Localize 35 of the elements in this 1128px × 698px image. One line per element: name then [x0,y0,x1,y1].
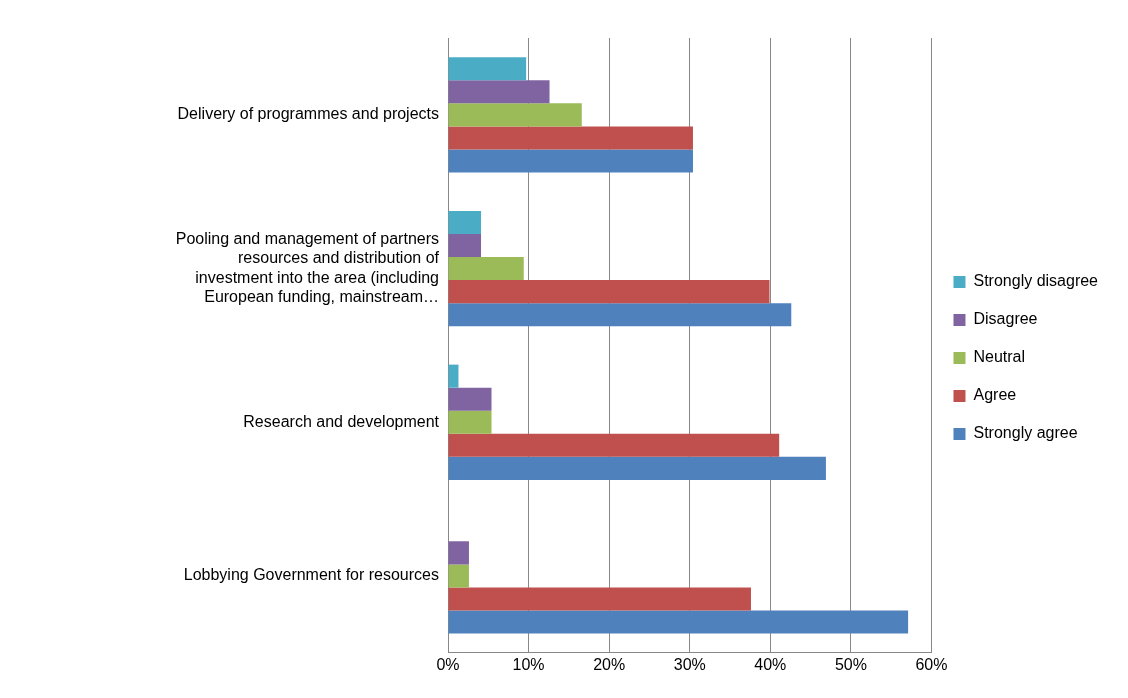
bar [448,410,492,434]
bar [448,456,826,480]
bar [448,280,770,304]
bar [448,126,693,150]
legend-label: Neutral [973,348,1026,366]
legend-label: Disagree [973,310,1038,328]
bar [448,233,482,258]
legend-label: Strongly agree [973,424,1078,442]
y-tick-label: Pooling and management of partners resources and distribution of investment into the area (including European funding, mainstream… [175,230,440,305]
x-tick-label: 0% [436,655,460,673]
y-tick-label: Research and development [243,412,440,430]
bar [448,257,524,281]
bar [448,564,469,588]
bar [448,387,492,411]
bar [448,541,469,565]
y-tick-label: Delivery of programmes and projects [177,105,439,123]
x-tick-label: 40% [754,655,787,673]
y-tick-label: Lobbying Government for resources [183,566,439,584]
x-tick-label: 20% [593,655,626,673]
legend-label: Agree [973,386,1017,404]
bar [448,587,751,611]
bar [448,610,909,634]
bar [448,103,582,127]
bar [448,210,482,234]
bar [448,433,780,457]
x-tick-label: 10% [512,655,545,673]
bar [448,149,693,173]
bar [448,303,792,327]
bar [448,80,550,104]
x-tick-label: 60% [915,655,948,673]
legend-label: Strongly disagree [973,272,1099,290]
x-tick-label: 50% [834,655,867,673]
x-tick-label: 30% [673,655,706,673]
bar [448,364,459,388]
bar [448,57,527,81]
